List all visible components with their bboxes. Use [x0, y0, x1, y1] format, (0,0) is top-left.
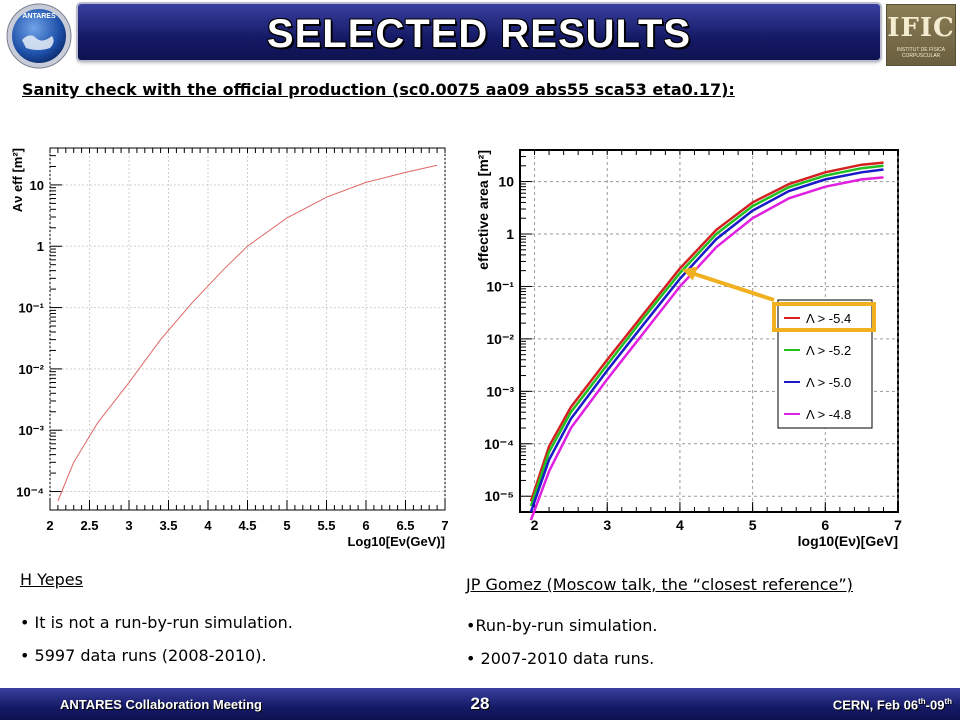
x-tick-label: 7	[441, 518, 448, 533]
y-tick-label: 10⁻¹	[18, 301, 44, 316]
notes-right-heading: JP Gomez (Moscow talk, the “closest refe…	[466, 575, 853, 594]
x-tick-label: 3	[603, 517, 611, 533]
title-bar: SELECTED RESULTS	[78, 4, 880, 60]
antares-logo-text: ANTARES	[22, 13, 56, 20]
page-number: 28	[470, 694, 490, 713]
x-tick-label: 3	[125, 518, 132, 533]
footer-bar: ANTARES Collaboration Meeting 28 CERN, F…	[0, 688, 960, 720]
y-tick-label: 10⁻⁴	[484, 436, 514, 452]
x-tick-label: 4.5	[238, 518, 256, 533]
legend: Λ > -5.4 Λ > -5.2 Λ > -5.0 Λ > -4.8	[777, 299, 873, 429]
y-tick-label: 10⁻²	[486, 331, 514, 347]
chart-right: 2 3 4 5 6 7 10⁻⁵ 10⁻⁴ 10⁻³ 10⁻² 10⁻¹ 1 10 log10(Eν)[G…	[475, 149, 902, 549]
notes-right-bullet-text: 2007-2010 data runs.	[480, 649, 655, 668]
series-line	[529, 176, 884, 521]
notes-left-bullet: • It is not a run-by-run simulation.	[20, 613, 293, 632]
x-tick-label: 3.5	[159, 518, 177, 533]
x-axis-label: log10(Eν)[GeV]	[798, 533, 898, 549]
notes-right-bullet: •Run-by-run simulation.	[466, 616, 658, 635]
y-tick-label: 1	[37, 239, 44, 254]
notes-left-bullet-text: It is not a run-by-run simulation.	[34, 613, 293, 632]
x-tick-label: 2.5	[80, 518, 98, 533]
y-axis-label: effective area [m²]	[475, 150, 491, 270]
ific-logo-subtext: INSTITUT DE FÍSICA CORPUSCULAR	[896, 47, 946, 59]
notes-right-bullet: • 2007-2010 data runs.	[466, 649, 655, 668]
y-tick-label: 10	[498, 174, 514, 190]
y-tick-label: 10⁻³	[486, 383, 514, 399]
chart-left: 2 2.5 3 3.5 4 4.5 5 5.5 6 6.5 7 10⁻⁴ 10⁻³ 10⁻² 10⁻¹ 1 10…	[10, 147, 449, 549]
notes-left-bullet-text: 5997 data runs (2008-2010).	[34, 646, 267, 665]
series-line	[529, 164, 884, 507]
x-tick-label: 5	[749, 517, 757, 533]
footer-date: CERN, Feb 06th-09th	[833, 697, 952, 712]
x-tick-label: 5.5	[317, 518, 335, 533]
x-axis-label: Log10[Eν(GeV)]	[347, 534, 445, 549]
footer-date-prefix: CERN, Feb 06	[832, 697, 919, 713]
notes-left-bullet: • 5997 data runs (2008-2010).	[20, 646, 267, 665]
series-line	[529, 168, 884, 513]
notes-right: JP Gomez (Moscow talk, the “closest refe…	[466, 575, 946, 668]
highlight-arrow	[689, 270, 775, 302]
footer-date-sup1: th	[918, 697, 926, 706]
y-tick-label: 10⁻⁴	[16, 485, 44, 500]
x-tick-label: 6	[821, 517, 829, 533]
legend-label: Λ > -5.0	[806, 375, 851, 390]
y-tick-label: 10⁻²	[18, 362, 44, 377]
x-tick-label: 6.5	[396, 518, 414, 533]
notes-right-bullet-text: Run-by-run simulation.	[475, 616, 658, 635]
y-tick-label: 10⁻¹	[486, 278, 514, 294]
x-tick-label: 4	[204, 518, 212, 533]
x-tick-label: 2	[46, 518, 53, 533]
x-tick-label: 7	[894, 517, 902, 533]
legend-highlight-box	[772, 302, 876, 332]
y-tick-label: 10⁻³	[18, 423, 44, 438]
legend-label: Λ > -5.2	[806, 343, 851, 358]
legend-label: Λ > -5.4	[806, 311, 851, 326]
antares-logo: ANTARES	[6, 3, 72, 69]
ific-logo: IFIC INSTITUT DE FÍSICA CORPUSCULAR	[886, 4, 956, 66]
x-tick-label: 5	[283, 518, 290, 533]
y-tick-label: 1	[506, 226, 514, 242]
slide-subtitle: Sanity check with the official productio…	[22, 80, 735, 99]
x-tick-label: 6	[362, 518, 369, 533]
highlight-arrow-head	[681, 266, 698, 281]
series-line	[57, 164, 438, 502]
page-title: SELECTED RESULTS	[266, 12, 692, 56]
notes-left-heading: H Yepes	[20, 570, 83, 589]
y-axis-label: Aν eff [m²]	[10, 148, 25, 212]
footer-date-sup2: th	[944, 697, 952, 706]
x-tick-label: 4	[676, 517, 684, 533]
y-tick-label: 10	[30, 178, 44, 193]
footer-date-mid: -09	[925, 697, 945, 713]
legend-label: Λ > -4.8	[806, 407, 851, 422]
ific-logo-text: IFIC	[887, 13, 955, 43]
x-tick-label: 2	[531, 517, 539, 533]
footer-meeting: ANTARES Collaboration Meeting	[60, 697, 262, 712]
legend-box	[777, 299, 873, 429]
notes-left: H Yepes • It is not a run-by-run simulat…	[20, 570, 440, 665]
series-line	[529, 161, 884, 502]
y-tick-label: 10⁻⁵	[484, 488, 514, 504]
